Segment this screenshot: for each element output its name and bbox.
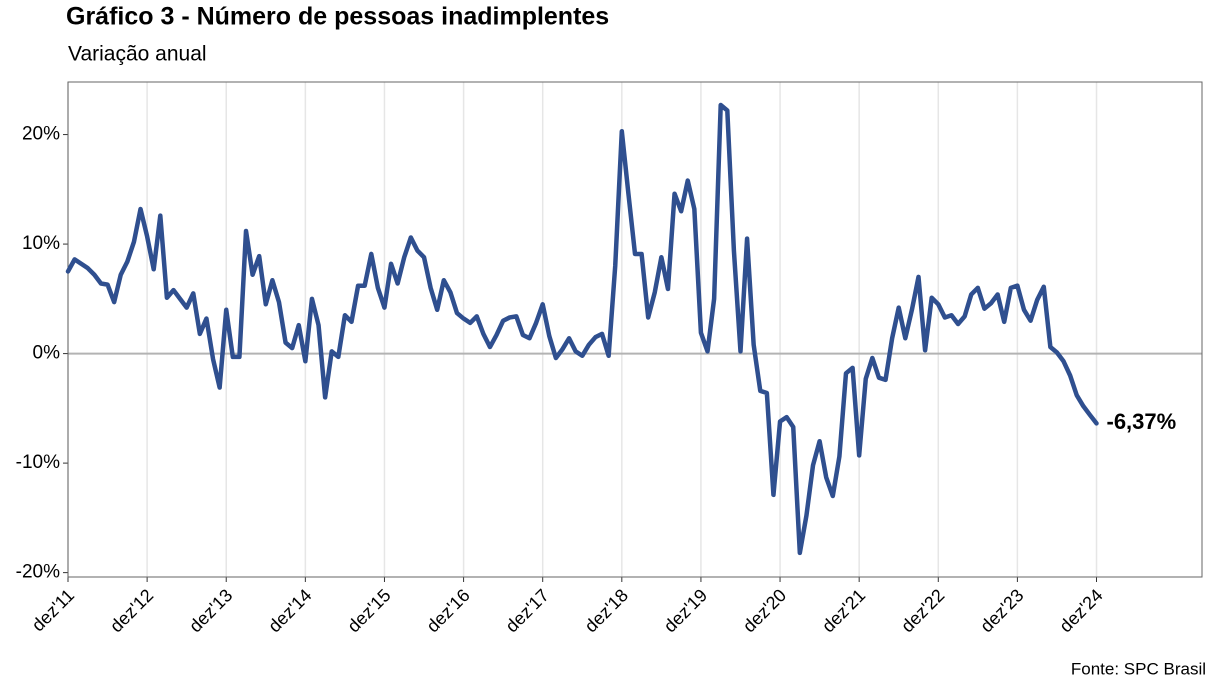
chart-subtitle: Variação anual: [68, 43, 207, 66]
y-tick-label: -10%: [16, 452, 60, 473]
y-tick-label: 10%: [22, 233, 60, 254]
y-tick-label: 20%: [22, 124, 60, 145]
x-tick-label: dez'13: [185, 585, 236, 636]
x-tick-label: dez'11: [28, 585, 78, 635]
x-tick-label: dez'15: [343, 585, 394, 636]
source: Fonte: SPC Brasil: [1071, 659, 1206, 678]
x-tick-label: dez'18: [581, 585, 632, 636]
x-tick-label: dez'19: [660, 585, 711, 636]
line: [65, 102, 1099, 556]
x-tick-label: dez'21: [818, 585, 869, 636]
y-tick-label: -20%: [16, 562, 60, 583]
x-tick-label: dez'16: [423, 585, 474, 636]
plot-frame: [67, 81, 1203, 578]
x-tick-label: dez'23: [976, 585, 1027, 636]
x-tick-label: dez'14: [264, 585, 315, 636]
chart-title: Gráfico 3 - Número de pessoas inadimplen…: [66, 3, 609, 31]
x-tick-label: dez'24: [1055, 585, 1106, 636]
y-tick-label: 0%: [33, 343, 61, 364]
x-tick-label: dez'12: [106, 585, 157, 636]
x-tick-label: dez'22: [897, 585, 948, 636]
x-tick-label: dez'20: [739, 585, 790, 636]
x-tick-label: dez'17: [502, 585, 553, 636]
data-label: -6,37%: [1107, 409, 1177, 434]
